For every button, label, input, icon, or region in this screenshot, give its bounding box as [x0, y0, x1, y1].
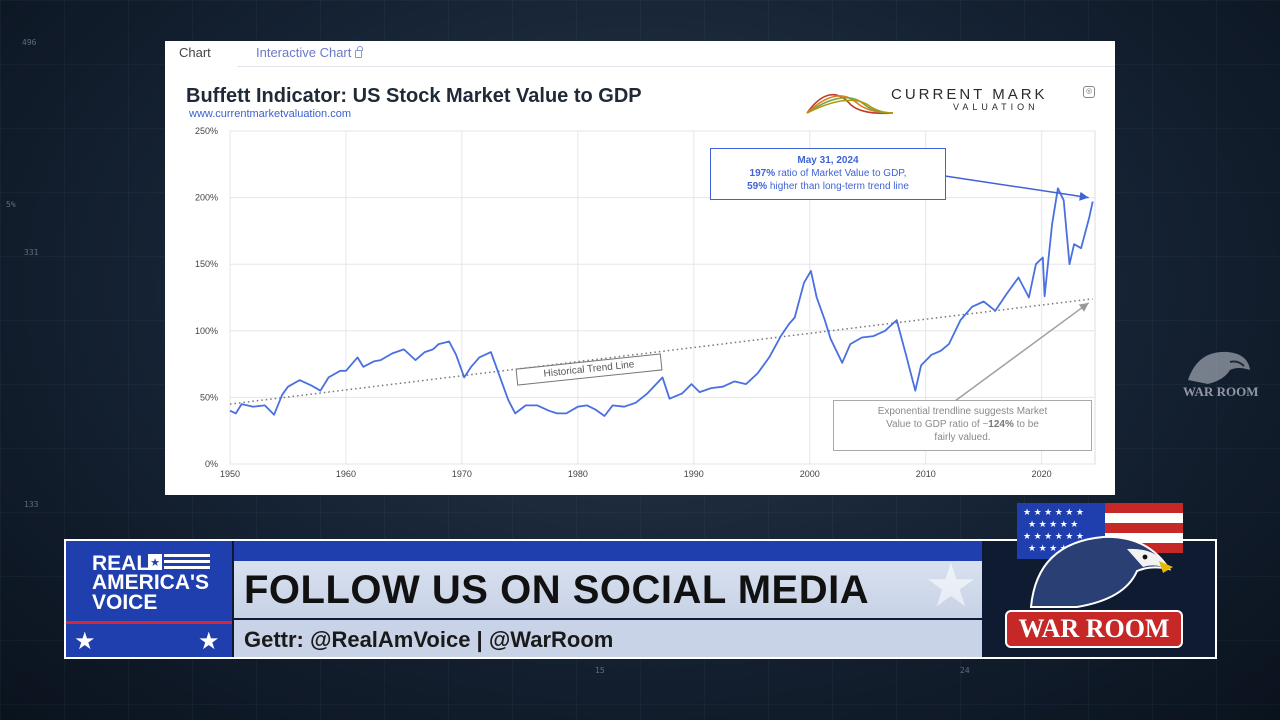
trendline-arrow [954, 302, 1090, 402]
current-market-valuation-logo: CURRENT MARK VALUATION ◎ [805, 83, 1105, 117]
callout-ratio: 197% [749, 168, 776, 179]
lock-icon [355, 46, 363, 58]
tab-interactive-chart[interactable]: Interactive Chart [256, 45, 363, 60]
x-tick-label: 2020 [1032, 469, 1052, 479]
flag-icon: ★ [148, 554, 210, 570]
svg-text:★ ★ ★ ★ ★ ★: ★ ★ ★ ★ ★ ★ [1023, 531, 1084, 541]
y-tick-label: 150% [195, 259, 218, 269]
svg-text:★ ★ ★ ★ ★: ★ ★ ★ ★ ★ [1028, 519, 1078, 529]
headline-bar: ★ FOLLOW US ON SOCIAL MEDIA [234, 541, 982, 618]
y-tick-label: 250% [195, 126, 218, 136]
trendline-text-3: fairly valued. [934, 432, 991, 443]
x-tick-label: 2000 [800, 469, 820, 479]
side-logo-text: WAR ROOM [1183, 384, 1259, 399]
trendline-text-2b: to be [1016, 419, 1039, 430]
svg-text:★ ★ ★ ★ ★: ★ ★ ★ ★ ★ [1028, 543, 1078, 553]
svg-text:★ ★ ★ ★ ★ ★: ★ ★ ★ ★ ★ ★ [1023, 507, 1084, 517]
subline-text: Gettr: @RealAmVoice | @WarRoom [244, 627, 614, 652]
callout-arrow [944, 175, 1089, 201]
background-number: 15 [595, 666, 605, 675]
decorative-star-icon: ★ [924, 552, 978, 618]
bell-curves-icon [806, 94, 894, 115]
network-name-line-2: AMERICA'S [92, 571, 209, 594]
war-room-logo-text: WAR ROOM [1005, 610, 1183, 648]
red-divider [66, 621, 232, 624]
x-tick-label: 2010 [916, 469, 936, 479]
logo-text: CURRENT MARK [891, 86, 1048, 103]
y-tick-label: 0% [205, 459, 218, 469]
background-number: 331 [24, 248, 39, 257]
chart-title: Buffett Indicator: US Stock Market Value… [186, 85, 642, 107]
svg-text:★: ★ [150, 557, 160, 569]
network-name-line-3: VOICE [92, 591, 158, 614]
callout-ratio-text: ratio of Market Value to GDP, [777, 168, 907, 179]
star-icon: ★ [74, 628, 96, 655]
background-number: 5% [6, 200, 16, 209]
trendline-text-2a: Value to GDP ratio of ~ [886, 419, 989, 430]
y-tick-label: 100% [195, 326, 218, 336]
x-tick-label: 1980 [568, 469, 588, 479]
x-tick-label: 1960 [336, 469, 356, 479]
trendline-text-2: Value to GDP ratio of ~124% to be [834, 418, 1091, 431]
callout-deviation-text: higher than long-term trend line [769, 181, 909, 192]
tab-chart[interactable]: Chart [179, 45, 211, 60]
trendline-fair-value: 124% [988, 419, 1014, 430]
callout-line-1: 197% ratio of Market Value to GDP, [711, 167, 945, 180]
chart-source-link[interactable]: www.currentmarketvaluation.com [189, 108, 352, 120]
logo-subtext: VALUATION [953, 102, 1039, 112]
callout-current-value: May 31, 2024 197% ratio of Market Value … [710, 148, 946, 200]
network-name-line-1: REAL [92, 552, 150, 575]
subline-bar: Gettr: @RealAmVoice | @WarRoom [234, 620, 982, 657]
callout-trendline: Exponential trendline suggests Market Va… [833, 400, 1092, 451]
background-number: 24 [960, 666, 970, 675]
eagle-flag-icon: ★ ★ ★ ★ ★ ★ ★ ★ ★ ★ ★ ★ ★ ★ ★ ★ ★ ★ ★ ★ … [1017, 503, 1183, 608]
x-tick-label: 1990 [684, 469, 704, 479]
trendline-text-1: Exponential trendline suggests Market [877, 406, 1048, 417]
buffett-indicator-series [229, 187, 1094, 417]
background-number: 496 [22, 38, 37, 47]
y-tick-label: 50% [200, 392, 218, 402]
callout-deviation: 59% [747, 181, 768, 192]
callout-line-2: 59% higher than long-term trend line [711, 180, 945, 193]
background-number: 133 [24, 500, 39, 509]
tab-interactive-label: Interactive Chart [256, 45, 352, 60]
callout-date: May 31, 2024 [797, 155, 859, 166]
star-icon: ★ [198, 628, 220, 655]
tab-row: Chart Interactive Chart [165, 41, 1115, 67]
x-tick-label: 1950 [220, 469, 240, 479]
chart-panel: Chart Interactive Chart Buffett Indicato… [165, 41, 1115, 495]
trendline-series [229, 298, 1093, 405]
x-tick-label: 1970 [452, 469, 472, 479]
eagle-watermark-icon [1188, 351, 1250, 384]
active-tab-indicator [165, 65, 237, 67]
camera-badge-icon: ◎ [1083, 86, 1095, 98]
y-tick-label: 200% [195, 193, 218, 203]
headline-text: FOLLOW US ON SOCIAL MEDIA [244, 568, 870, 612]
real-americas-voice-logo: REAL ★ AMERICA'S VOICE ★ ★ [66, 541, 232, 657]
